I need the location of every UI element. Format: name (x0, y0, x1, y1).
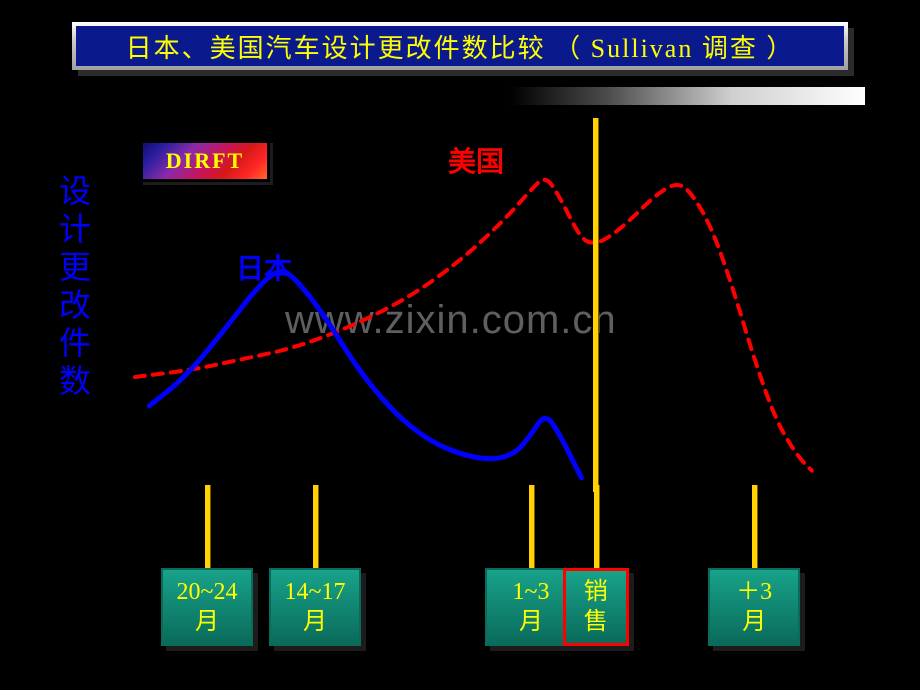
timeline-connector (205, 485, 210, 568)
title-background: 日本、美国汽车设计更改件数比较 （ Sullivan 调查 ） (76, 26, 844, 66)
timeline-line2: 月 (195, 607, 219, 637)
timeline-box-sales: 销售 (563, 568, 629, 646)
chart-plot (125, 115, 865, 495)
timeline-box: 14~17月 (269, 568, 361, 646)
timeline-connector (594, 485, 599, 568)
slide-root: 日本、美国汽车设计更改件数比较 （ Sullivan 调查 ） 设计更改件数 D… (0, 0, 920, 690)
title-frame: 日本、美国汽车设计更改件数比较 （ Sullivan 调查 ） (72, 22, 848, 70)
timeline-line1: ＋3 (736, 577, 772, 607)
timeline-box: ＋3月 (708, 568, 800, 646)
timeline-connector (529, 485, 534, 568)
timeline-line2: 月 (742, 607, 766, 637)
x-axis-arrow-icon (847, 479, 865, 491)
timeline-line1: 20~24 (177, 577, 238, 607)
timeline-line1: 销 (584, 577, 608, 607)
timeline-box: 20~24月 (161, 568, 253, 646)
title-banner: 日本、美国汽车设计更改件数比较 （ Sullivan 调查 ） (72, 22, 848, 70)
y-axis-arrow-icon (129, 115, 141, 131)
series-line-usa (135, 180, 812, 471)
series-line-japan (149, 272, 581, 478)
divider-bar (125, 87, 865, 105)
axes (129, 115, 865, 491)
timeline-line1: 1~3 (513, 577, 550, 607)
sales-event-line (593, 118, 598, 492)
y-axis-label: 设计更改件数 (58, 172, 92, 400)
timeline-line2: 月 (519, 607, 543, 637)
timeline-line2: 售 (584, 607, 608, 637)
timeline-connector (313, 485, 318, 568)
title-text: 日本、美国汽车设计更改件数比较 （ Sullivan 调查 ） (126, 28, 795, 65)
timeline-connector (752, 485, 757, 568)
timeline-line1: 14~17 (285, 577, 346, 607)
timeline-line2: 月 (303, 607, 327, 637)
